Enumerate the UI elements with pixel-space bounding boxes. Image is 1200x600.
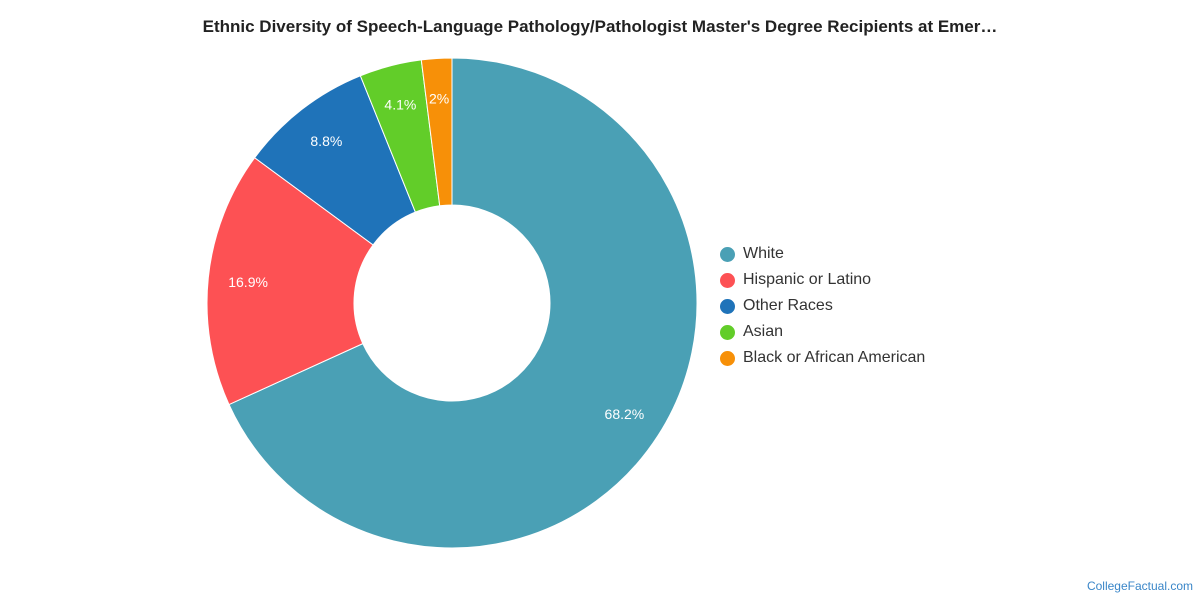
- site-credit-link[interactable]: CollegeFactual.com: [1086, 579, 1193, 593]
- legend-swatch: [720, 324, 735, 340]
- slice-label-black-or-african-american: 2%: [429, 90, 449, 106]
- legend-swatch: [720, 350, 735, 366]
- legend-swatch: [720, 246, 735, 262]
- legend-label: Other Races: [743, 297, 833, 314]
- legend-item-other-races[interactable]: Other Races: [720, 293, 925, 319]
- slice-label-other-races: 8.8%: [310, 133, 342, 149]
- chart-title: Ethnic Diversity of Speech-Language Path…: [202, 17, 998, 36]
- legend-swatch: [720, 298, 735, 314]
- slice-hispanic-or-latino[interactable]: [206, 157, 374, 406]
- legend-item-asian[interactable]: Asian: [720, 319, 925, 345]
- slice-black-or-african-american[interactable]: [420, 57, 453, 207]
- legend-label: Asian: [743, 323, 784, 340]
- legend-label: Black or African American: [743, 349, 926, 366]
- legend-item-black-or-african-american[interactable]: Black or African American: [720, 345, 925, 371]
- slice-label-asian: 4.1%: [384, 97, 416, 113]
- legend-item-hispanic-or-latino[interactable]: Hispanic or Latino: [720, 267, 925, 293]
- legend-label: Hispanic or Latino: [743, 271, 872, 288]
- legend-item-white[interactable]: White: [720, 241, 925, 267]
- slice-label-white: 68.2%: [605, 406, 645, 422]
- slice-white[interactable]: [228, 57, 698, 549]
- slice-label-hispanic-or-latino: 16.9%: [228, 274, 268, 290]
- legend-swatch: [720, 272, 735, 288]
- legend: White Hispanic or Latino Other Races Asian B…: [720, 241, 925, 371]
- legend-label: White: [743, 245, 784, 262]
